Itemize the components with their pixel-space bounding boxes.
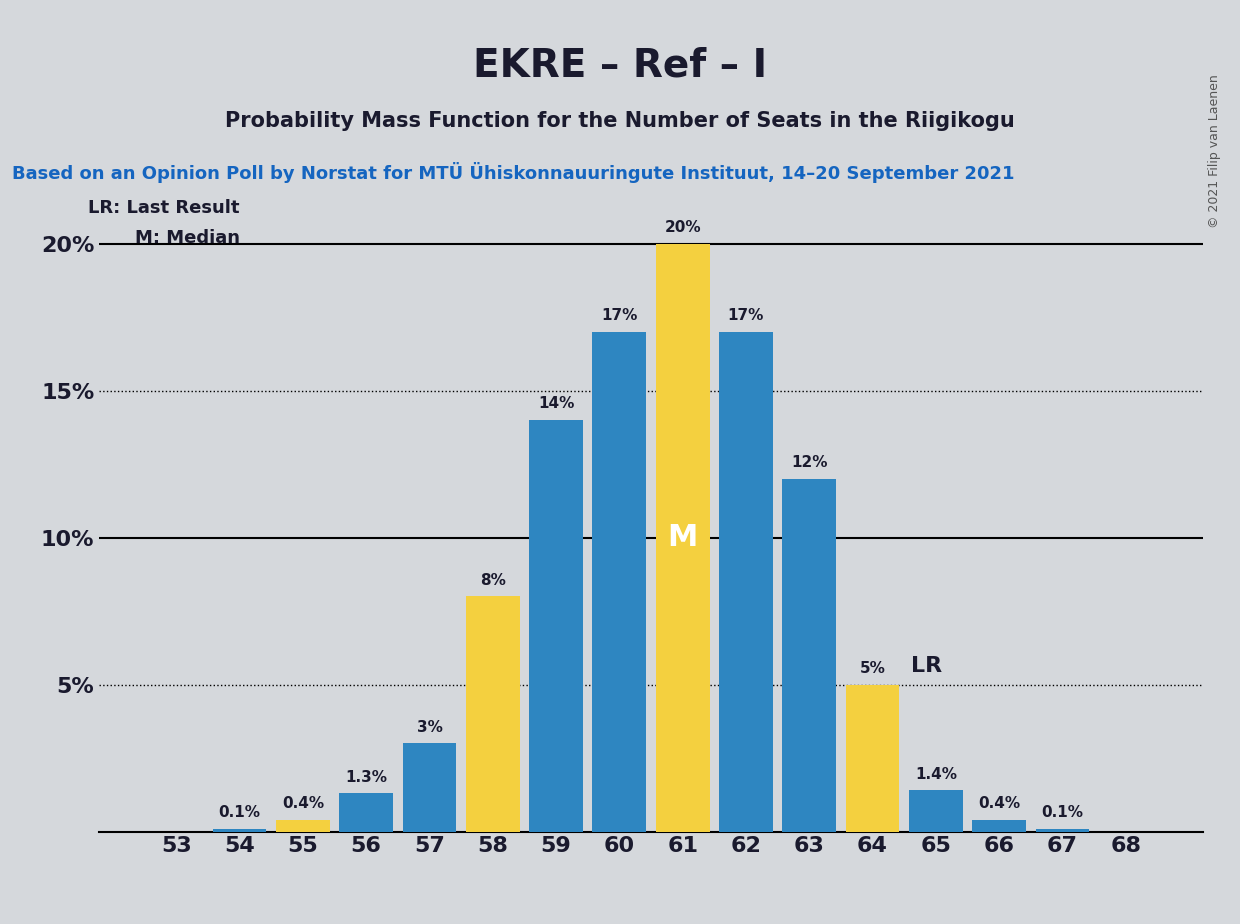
Bar: [340, 794, 393, 832]
Text: 1.4%: 1.4%: [915, 767, 957, 782]
Bar: [466, 596, 520, 832]
Text: 17%: 17%: [728, 308, 764, 323]
Text: Based on an Opinion Poll by Norstat for MTÜ Ühiskonnauuringute Instituut, 14–20 : Based on an Opinion Poll by Norstat for …: [12, 162, 1014, 183]
Bar: [909, 790, 962, 832]
Bar: [403, 744, 456, 832]
Bar: [1035, 829, 1089, 832]
Text: 0.1%: 0.1%: [218, 805, 260, 820]
Text: © 2021 Filip van Laenen: © 2021 Filip van Laenen: [1209, 74, 1221, 227]
Bar: [972, 820, 1025, 832]
Text: Probability Mass Function for the Number of Seats in the Riigikogu: Probability Mass Function for the Number…: [226, 111, 1014, 131]
Text: 0.4%: 0.4%: [978, 796, 1021, 811]
Bar: [846, 685, 899, 832]
Text: 1.3%: 1.3%: [345, 770, 387, 784]
Text: 5%: 5%: [859, 661, 885, 675]
Bar: [529, 420, 583, 832]
Text: 12%: 12%: [791, 455, 827, 470]
Text: 0.4%: 0.4%: [281, 796, 324, 811]
Text: M: Median: M: Median: [135, 229, 239, 247]
Bar: [593, 332, 646, 832]
Text: LR: LR: [910, 656, 941, 675]
Text: 17%: 17%: [601, 308, 637, 323]
Bar: [656, 244, 709, 832]
Text: 8%: 8%: [480, 573, 506, 588]
Bar: [782, 479, 836, 832]
Bar: [719, 332, 773, 832]
Text: 14%: 14%: [538, 396, 574, 411]
Text: EKRE – Ref – I: EKRE – Ref – I: [472, 46, 768, 84]
Text: LR: Last Result: LR: Last Result: [88, 200, 239, 217]
Bar: [277, 820, 330, 832]
Bar: [213, 829, 267, 832]
Text: 0.1%: 0.1%: [1042, 805, 1084, 820]
Text: M: M: [667, 523, 698, 553]
Text: 3%: 3%: [417, 720, 443, 735]
Text: 20%: 20%: [665, 220, 701, 235]
